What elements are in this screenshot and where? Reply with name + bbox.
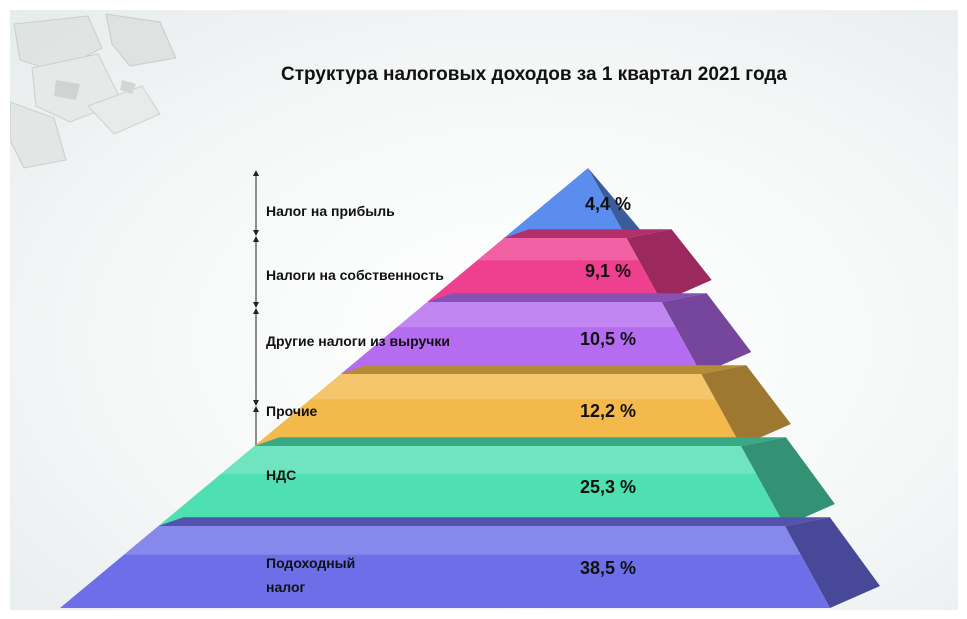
pyramid-tier: 12,2 % bbox=[254, 365, 791, 446]
value-label: 4,4 % bbox=[585, 194, 631, 214]
tier-side-face bbox=[784, 517, 880, 608]
pyramid-tier: 4,4 % bbox=[504, 168, 641, 238]
tier-highlight bbox=[396, 302, 676, 328]
tier-front-face bbox=[254, 374, 741, 446]
arrow-head-down bbox=[253, 400, 259, 406]
category-label: Подоходный bbox=[266, 555, 355, 571]
tier-highlight bbox=[310, 374, 716, 400]
tier-top-face bbox=[427, 293, 707, 302]
paper-sheets-decoration bbox=[10, 13, 177, 169]
pyramid-tier: 10,5 % bbox=[340, 293, 752, 374]
arrow-head-up bbox=[253, 308, 259, 314]
category-label: Налог на прибыль bbox=[266, 203, 395, 219]
category-label: Другие налоги из выручки bbox=[266, 333, 450, 349]
slide: Структура налоговых доходов за 1 квартал… bbox=[10, 10, 958, 610]
tier-top-face bbox=[158, 517, 830, 526]
tier-side-face bbox=[661, 293, 752, 374]
value-label: 10,5 % bbox=[580, 329, 636, 349]
value-label: 12,2 % bbox=[580, 401, 636, 421]
pyramid-tier: 25,3 % bbox=[158, 437, 835, 526]
value-label: 38,5 % bbox=[580, 558, 636, 578]
tier-side-face bbox=[588, 168, 641, 238]
category-label: налог bbox=[266, 579, 306, 595]
tier-top-face bbox=[340, 365, 747, 374]
arrow-head-up bbox=[253, 406, 259, 412]
tier-top-face bbox=[504, 229, 672, 238]
tier-front-face bbox=[158, 446, 785, 526]
tier-highlight bbox=[477, 238, 639, 261]
category-label: Налоги на собственность bbox=[266, 267, 444, 283]
tier-highlight bbox=[123, 526, 801, 555]
tier-side-face bbox=[626, 229, 712, 302]
tier-highlight bbox=[220, 446, 757, 474]
tier-side-face bbox=[740, 437, 835, 526]
arrow-head-down bbox=[253, 230, 259, 236]
tier-front-face bbox=[427, 238, 662, 302]
arrow-head-up bbox=[253, 170, 259, 176]
category-label: НДС bbox=[266, 467, 296, 483]
value-label: 9,1 % bbox=[585, 261, 631, 281]
pyramid-tier: 9,1 % bbox=[427, 229, 712, 302]
pyramid-chart: 4,4 % Налог на прибыль 9,1 % Налоги на собс… bbox=[60, 168, 880, 608]
tier-front-face bbox=[504, 168, 627, 238]
tier-top-face bbox=[254, 437, 786, 446]
arrow-head-down bbox=[253, 302, 259, 308]
category-label: Прочие bbox=[266, 403, 318, 419]
value-label: 25,3 % bbox=[580, 477, 636, 497]
arrow-head-up bbox=[253, 236, 259, 242]
tier-side-face bbox=[701, 365, 791, 446]
tier-front-face bbox=[340, 302, 702, 374]
tier-front-face bbox=[60, 526, 830, 608]
pyramid-tier: 38,5 % bbox=[60, 517, 880, 608]
chart-title: Структура налоговых доходов за 1 квартал… bbox=[281, 64, 787, 85]
